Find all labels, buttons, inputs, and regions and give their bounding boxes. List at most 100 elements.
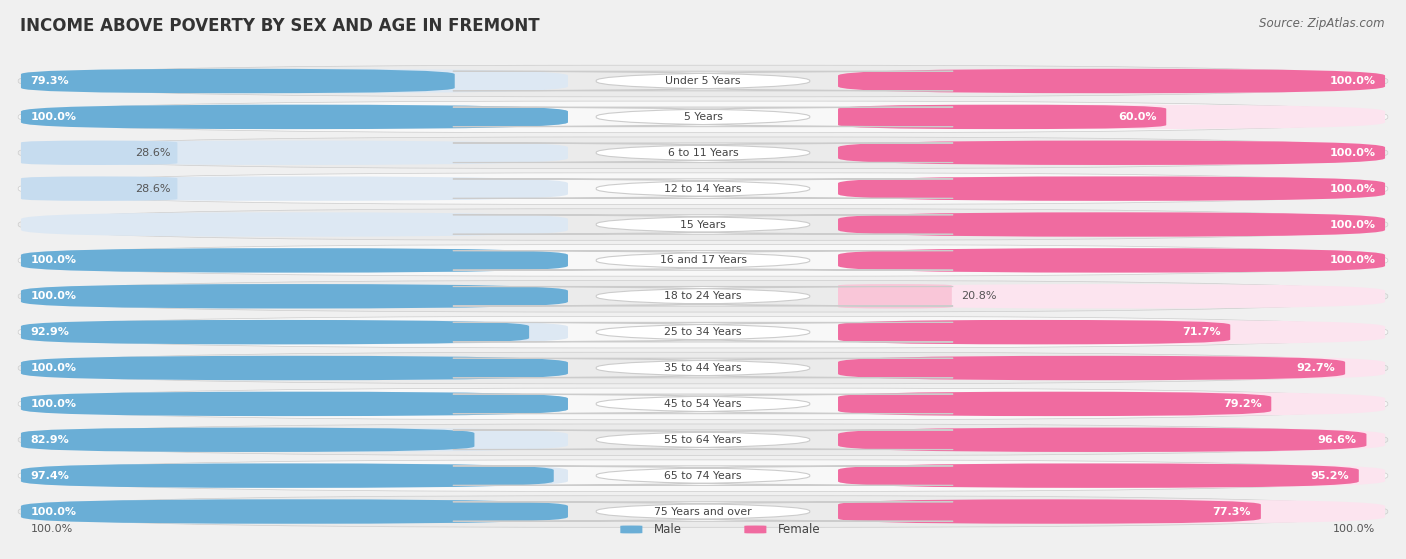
FancyBboxPatch shape: [18, 173, 1388, 205]
Text: 28.6%: 28.6%: [135, 184, 170, 193]
Text: 75 Years and over: 75 Years and over: [654, 506, 752, 517]
Text: Male: Male: [654, 523, 682, 536]
FancyBboxPatch shape: [453, 466, 953, 485]
Text: 100.0%: 100.0%: [31, 255, 76, 266]
FancyBboxPatch shape: [453, 143, 953, 163]
FancyBboxPatch shape: [18, 460, 1388, 491]
FancyBboxPatch shape: [21, 392, 568, 416]
FancyBboxPatch shape: [453, 215, 953, 234]
Text: 55 to 64 Years: 55 to 64 Years: [664, 435, 742, 445]
FancyBboxPatch shape: [21, 69, 454, 93]
FancyBboxPatch shape: [453, 71, 953, 91]
FancyBboxPatch shape: [18, 352, 1388, 384]
FancyBboxPatch shape: [21, 177, 568, 201]
FancyBboxPatch shape: [453, 179, 953, 198]
FancyBboxPatch shape: [453, 358, 953, 378]
FancyBboxPatch shape: [21, 320, 529, 344]
FancyBboxPatch shape: [453, 394, 953, 414]
FancyBboxPatch shape: [838, 428, 1385, 452]
Text: 100.0%: 100.0%: [31, 524, 73, 534]
FancyBboxPatch shape: [838, 140, 1385, 165]
Text: 92.9%: 92.9%: [31, 327, 69, 337]
FancyBboxPatch shape: [744, 525, 766, 533]
Text: 100.0%: 100.0%: [1330, 76, 1375, 86]
FancyBboxPatch shape: [18, 388, 1388, 420]
FancyBboxPatch shape: [838, 320, 1385, 344]
FancyBboxPatch shape: [453, 430, 953, 449]
Text: 100.0%: 100.0%: [31, 399, 76, 409]
FancyBboxPatch shape: [18, 65, 1388, 97]
Text: 92.7%: 92.7%: [1296, 363, 1336, 373]
Text: 95.2%: 95.2%: [1310, 471, 1350, 481]
FancyBboxPatch shape: [838, 248, 1385, 273]
Text: 35 to 44 Years: 35 to 44 Years: [664, 363, 742, 373]
Text: 18 to 24 Years: 18 to 24 Years: [664, 291, 742, 301]
FancyBboxPatch shape: [620, 525, 643, 533]
FancyBboxPatch shape: [838, 499, 1385, 524]
FancyBboxPatch shape: [21, 356, 568, 380]
Text: 96.6%: 96.6%: [1317, 435, 1357, 445]
FancyBboxPatch shape: [838, 463, 1358, 488]
Text: 100.0%: 100.0%: [1330, 148, 1375, 158]
Text: 79.2%: 79.2%: [1223, 399, 1261, 409]
FancyBboxPatch shape: [838, 248, 1385, 273]
Text: 16 and 17 Years: 16 and 17 Years: [659, 255, 747, 266]
FancyBboxPatch shape: [18, 137, 1388, 169]
FancyBboxPatch shape: [453, 323, 953, 342]
Text: 12 to 14 Years: 12 to 14 Years: [664, 184, 742, 193]
FancyBboxPatch shape: [21, 428, 474, 452]
Text: 100.0%: 100.0%: [31, 363, 76, 373]
FancyBboxPatch shape: [838, 212, 1385, 236]
FancyBboxPatch shape: [453, 250, 953, 270]
Text: Female: Female: [778, 523, 820, 536]
Text: 28.6%: 28.6%: [135, 148, 170, 158]
FancyBboxPatch shape: [838, 356, 1346, 380]
FancyBboxPatch shape: [21, 284, 568, 309]
Text: 65 to 74 Years: 65 to 74 Years: [664, 471, 742, 481]
Text: 71.7%: 71.7%: [1182, 327, 1220, 337]
Text: 25 to 34 Years: 25 to 34 Years: [664, 327, 742, 337]
FancyBboxPatch shape: [838, 105, 1385, 129]
FancyBboxPatch shape: [838, 177, 1385, 201]
FancyBboxPatch shape: [838, 499, 1261, 524]
FancyBboxPatch shape: [21, 463, 554, 488]
Text: 100.0%: 100.0%: [31, 506, 76, 517]
FancyBboxPatch shape: [453, 107, 953, 127]
Text: 5 Years: 5 Years: [683, 112, 723, 122]
FancyBboxPatch shape: [18, 316, 1388, 348]
FancyBboxPatch shape: [838, 392, 1385, 416]
FancyBboxPatch shape: [21, 499, 568, 524]
Text: 100.0%: 100.0%: [1333, 524, 1375, 534]
Text: Under 5 Years: Under 5 Years: [665, 76, 741, 86]
FancyBboxPatch shape: [21, 248, 568, 273]
Text: 20.8%: 20.8%: [962, 291, 997, 301]
Text: 60.0%: 60.0%: [1118, 112, 1157, 122]
FancyBboxPatch shape: [21, 140, 568, 165]
Text: 100.0%: 100.0%: [1330, 220, 1375, 230]
FancyBboxPatch shape: [21, 105, 568, 129]
FancyBboxPatch shape: [838, 284, 952, 309]
FancyBboxPatch shape: [838, 69, 1385, 93]
FancyBboxPatch shape: [21, 499, 568, 524]
FancyBboxPatch shape: [838, 320, 1230, 344]
Text: 79.3%: 79.3%: [31, 76, 69, 86]
FancyBboxPatch shape: [21, 177, 177, 201]
FancyBboxPatch shape: [18, 424, 1388, 456]
FancyBboxPatch shape: [21, 69, 568, 93]
FancyBboxPatch shape: [838, 392, 1271, 416]
Text: 15 Years: 15 Years: [681, 220, 725, 230]
Text: 45 to 54 Years: 45 to 54 Years: [664, 399, 742, 409]
Text: 97.4%: 97.4%: [31, 471, 69, 481]
FancyBboxPatch shape: [838, 177, 1385, 201]
Text: INCOME ABOVE POVERTY BY SEX AND AGE IN FREMONT: INCOME ABOVE POVERTY BY SEX AND AGE IN F…: [20, 17, 540, 35]
Text: 77.3%: 77.3%: [1213, 506, 1251, 517]
FancyBboxPatch shape: [21, 463, 568, 488]
FancyBboxPatch shape: [838, 356, 1385, 380]
Text: 6 to 11 Years: 6 to 11 Years: [668, 148, 738, 158]
FancyBboxPatch shape: [838, 428, 1367, 452]
FancyBboxPatch shape: [21, 105, 568, 129]
FancyBboxPatch shape: [21, 248, 568, 273]
FancyBboxPatch shape: [18, 101, 1388, 132]
FancyBboxPatch shape: [21, 212, 568, 236]
FancyBboxPatch shape: [21, 428, 568, 452]
